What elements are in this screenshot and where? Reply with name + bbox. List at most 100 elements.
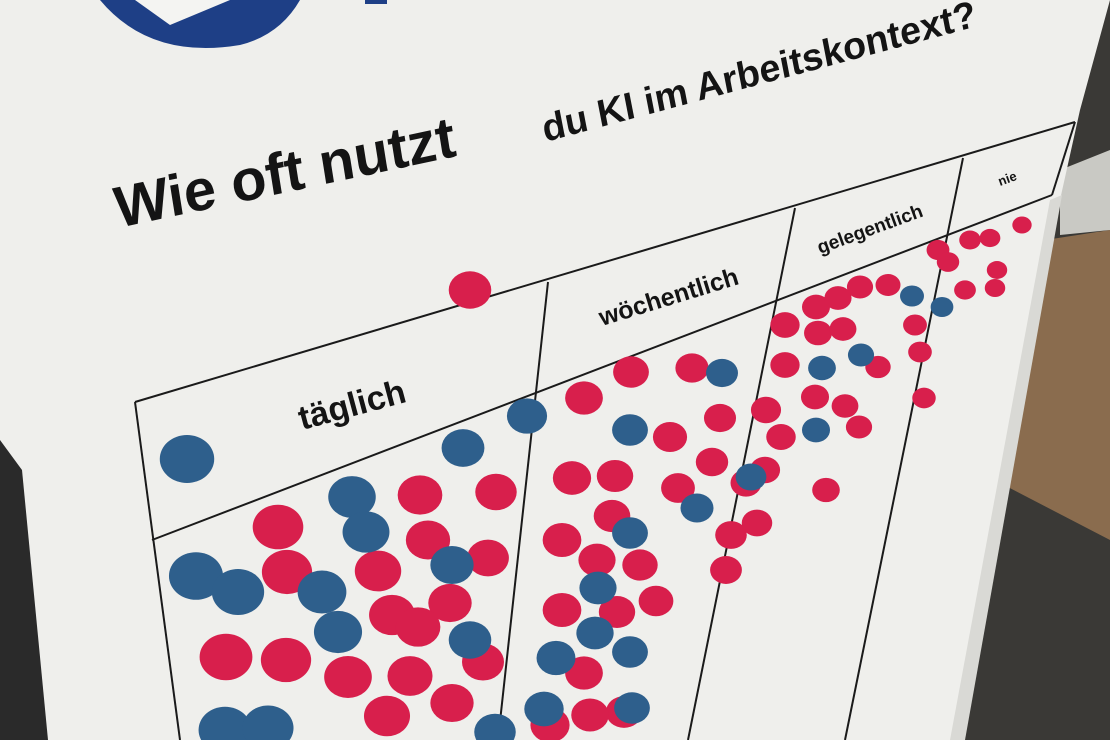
- red-dot-sticker: [770, 312, 800, 338]
- red-dot-sticker: [703, 403, 737, 433]
- red-dot-sticker: [695, 447, 729, 477]
- red-dot-sticker: [831, 394, 859, 418]
- red-dot-sticker: [428, 583, 472, 623]
- blue-dot-sticker: [612, 636, 648, 668]
- blue-dot-sticker: [211, 568, 265, 616]
- blue-dot-sticker: [441, 429, 485, 467]
- red-dot-sticker: [395, 607, 441, 647]
- red-dot-sticker: [986, 261, 1008, 279]
- red-dot-sticker: [252, 504, 304, 550]
- red-dot-sticker: [903, 314, 927, 336]
- red-dot-sticker: [448, 271, 492, 309]
- blue-dot-sticker: [328, 476, 376, 518]
- red-dot-sticker: [324, 656, 372, 698]
- red-dot-sticker: [387, 656, 433, 696]
- red-dot-sticker: [846, 275, 874, 299]
- red-dot-sticker: [354, 550, 402, 592]
- red-dot-sticker: [596, 459, 634, 493]
- red-dot-sticker: [804, 320, 832, 346]
- red-dot-sticker: [661, 473, 695, 503]
- grid-right-line: [1051, 121, 1076, 196]
- grid-top-line: [134, 121, 1076, 403]
- blue-dot-sticker: [430, 545, 474, 585]
- blue-dot-sticker: [474, 713, 516, 740]
- blue-dot-sticker: [801, 417, 831, 443]
- blue-dot-sticker: [900, 285, 924, 307]
- red-dot-sticker: [845, 415, 873, 439]
- red-dot-sticker: [984, 278, 1006, 298]
- dot-stickers: [159, 216, 1032, 740]
- red-dot-sticker: [542, 522, 582, 558]
- red-dot-sticker: [475, 473, 517, 511]
- blue-dot-sticker: [847, 343, 875, 367]
- blue-dot-sticker: [524, 691, 564, 727]
- red-dot-sticker: [467, 539, 509, 577]
- blue-dot-sticker: [614, 692, 650, 724]
- grid-left-line: [134, 401, 181, 740]
- logo-text-fragment: [365, 0, 387, 4]
- blue-dot-sticker: [579, 571, 617, 605]
- blue-dot-sticker: [297, 570, 347, 614]
- red-dot-sticker: [261, 549, 313, 595]
- red-dot-sticker: [800, 384, 830, 410]
- red-dot-sticker: [741, 509, 773, 537]
- red-dot-sticker: [199, 633, 253, 681]
- red-dot-sticker: [715, 521, 747, 549]
- red-dot-sticker: [565, 381, 603, 415]
- blue-dot-sticker: [506, 398, 548, 434]
- red-dot-sticker: [652, 421, 688, 453]
- red-dot-sticker: [812, 477, 840, 503]
- blue-dot-sticker: [808, 355, 836, 381]
- red-dot-sticker: [578, 543, 616, 577]
- background-object: [1060, 150, 1110, 235]
- red-dot-sticker: [954, 280, 976, 300]
- column-divider-1: [497, 281, 549, 740]
- red-dot-sticker: [397, 475, 443, 515]
- red-dot-sticker: [1012, 216, 1032, 234]
- red-dot-sticker: [260, 637, 312, 683]
- red-dot-sticker: [875, 273, 901, 297]
- red-dot-sticker: [430, 683, 474, 723]
- column-label-nie: nie: [996, 168, 1019, 189]
- red-dot-sticker: [598, 595, 636, 629]
- blue-dot-sticker: [448, 621, 492, 659]
- red-dot-sticker: [824, 286, 852, 310]
- red-dot-sticker: [571, 698, 609, 732]
- blue-dot-sticker: [313, 610, 363, 654]
- red-dot-sticker: [622, 549, 658, 581]
- red-dot-sticker: [766, 424, 796, 450]
- blue-dot-sticker: [735, 463, 767, 491]
- blue-dot-sticker: [706, 358, 738, 388]
- blue-dot-sticker: [680, 493, 714, 523]
- red-dot-sticker: [770, 352, 800, 378]
- blue-dot-sticker: [930, 296, 954, 318]
- red-dot-sticker: [979, 228, 1001, 248]
- red-dot-sticker: [542, 592, 582, 628]
- blue-dot-sticker: [198, 706, 252, 740]
- red-dot-sticker: [801, 294, 831, 320]
- header-divider-line: [151, 194, 1053, 541]
- blue-dot-sticker: [242, 705, 294, 740]
- red-dot-sticker: [750, 396, 782, 424]
- board-edge: [0, 440, 48, 740]
- blue-dot-sticker: [536, 640, 576, 676]
- blue-dot-sticker: [612, 414, 648, 446]
- board-side: [950, 195, 1062, 740]
- red-dot-sticker: [908, 341, 932, 363]
- logo-circle: [100, 0, 300, 48]
- red-dot-sticker: [710, 556, 742, 584]
- red-dot-sticker: [912, 387, 936, 409]
- red-dot-sticker: [638, 585, 674, 617]
- red-dot-sticker: [613, 356, 649, 388]
- blue-dot-sticker: [159, 435, 215, 483]
- blue-dot-sticker: [576, 616, 614, 650]
- red-dot-sticker: [675, 353, 709, 383]
- red-dot-sticker: [829, 317, 857, 341]
- blue-dot-sticker: [342, 511, 390, 553]
- red-dot-sticker: [565, 656, 603, 690]
- red-dot-sticker: [959, 230, 981, 250]
- red-dot-sticker: [936, 252, 960, 272]
- blue-dot-sticker: [168, 552, 224, 600]
- red-dot-sticker: [363, 695, 411, 737]
